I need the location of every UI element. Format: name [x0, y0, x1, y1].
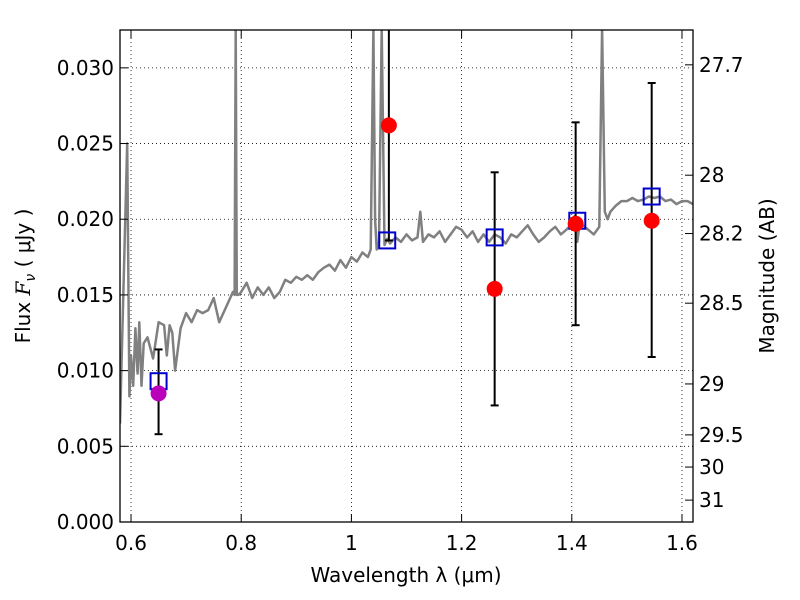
x-tick-label: 1.4	[556, 531, 588, 555]
x-tick-label: 1.6	[666, 531, 698, 555]
x-tick-label: 0.6	[115, 531, 147, 555]
y-tick-label: 0.025	[57, 132, 114, 156]
y2-tick-label: 28.5	[699, 291, 744, 315]
y2-tick-label: 29.5	[699, 423, 744, 447]
observed-point-marker	[486, 280, 503, 297]
y2-axis: 27.7 28 28.2 28.5 29 29.5 30 31	[685, 53, 744, 512]
y-tick-label: 0.000	[57, 510, 114, 534]
y-axis-label-suffix: ( μJy )	[11, 209, 35, 274]
observed-point-marker	[150, 385, 167, 402]
y2-tick-label: 28	[699, 163, 724, 187]
y-axis-label-symbol: F	[11, 280, 35, 296]
y-axis-label-subscript: ν	[23, 274, 39, 282]
y2-tick-label: 29	[699, 372, 724, 396]
model-square-marker	[485, 228, 504, 247]
y2-tick-label: 30	[699, 455, 724, 479]
y-axis-label-prefix: Flux	[11, 295, 35, 343]
y2-tick-label: 31	[699, 488, 724, 512]
observed-point-marker	[380, 117, 397, 134]
x-axis-label: Wavelength λ (μm)	[310, 563, 501, 587]
x-tick-label: 0.8	[225, 531, 257, 555]
y-tick-label: 0.010	[57, 359, 114, 383]
y-tick-label: 0.005	[57, 434, 114, 458]
y2-axis-label: Magnitude (AB)	[755, 198, 779, 353]
y-tick-label: 0.015	[57, 283, 114, 307]
y-tick-label: 0.020	[57, 207, 114, 231]
spectrum-line	[120, 30, 693, 424]
series-layer	[120, 30, 693, 436]
y2-tick-label: 27.7	[699, 53, 744, 77]
observed-point-marker	[643, 212, 660, 229]
model-square-marker	[378, 231, 397, 250]
y-axis-label: Flux Fν ( μJy )	[11, 209, 39, 344]
x-axis: 0.6 0.8 1 1.2 1.4 1.6	[115, 30, 698, 555]
x-tick-label: 1.2	[446, 531, 478, 555]
model-square-marker	[642, 187, 661, 206]
y2-tick-label: 28.2	[699, 222, 744, 246]
observed-point-marker	[567, 215, 584, 232]
y-axis: 0.000 0.005 0.010 0.015 0.020 0.025 0.030	[57, 56, 128, 534]
plot-area	[120, 30, 693, 436]
plot-frame	[119, 29, 694, 523]
x-tick-label: 1	[345, 531, 358, 555]
y-tick-label: 0.030	[57, 56, 114, 80]
